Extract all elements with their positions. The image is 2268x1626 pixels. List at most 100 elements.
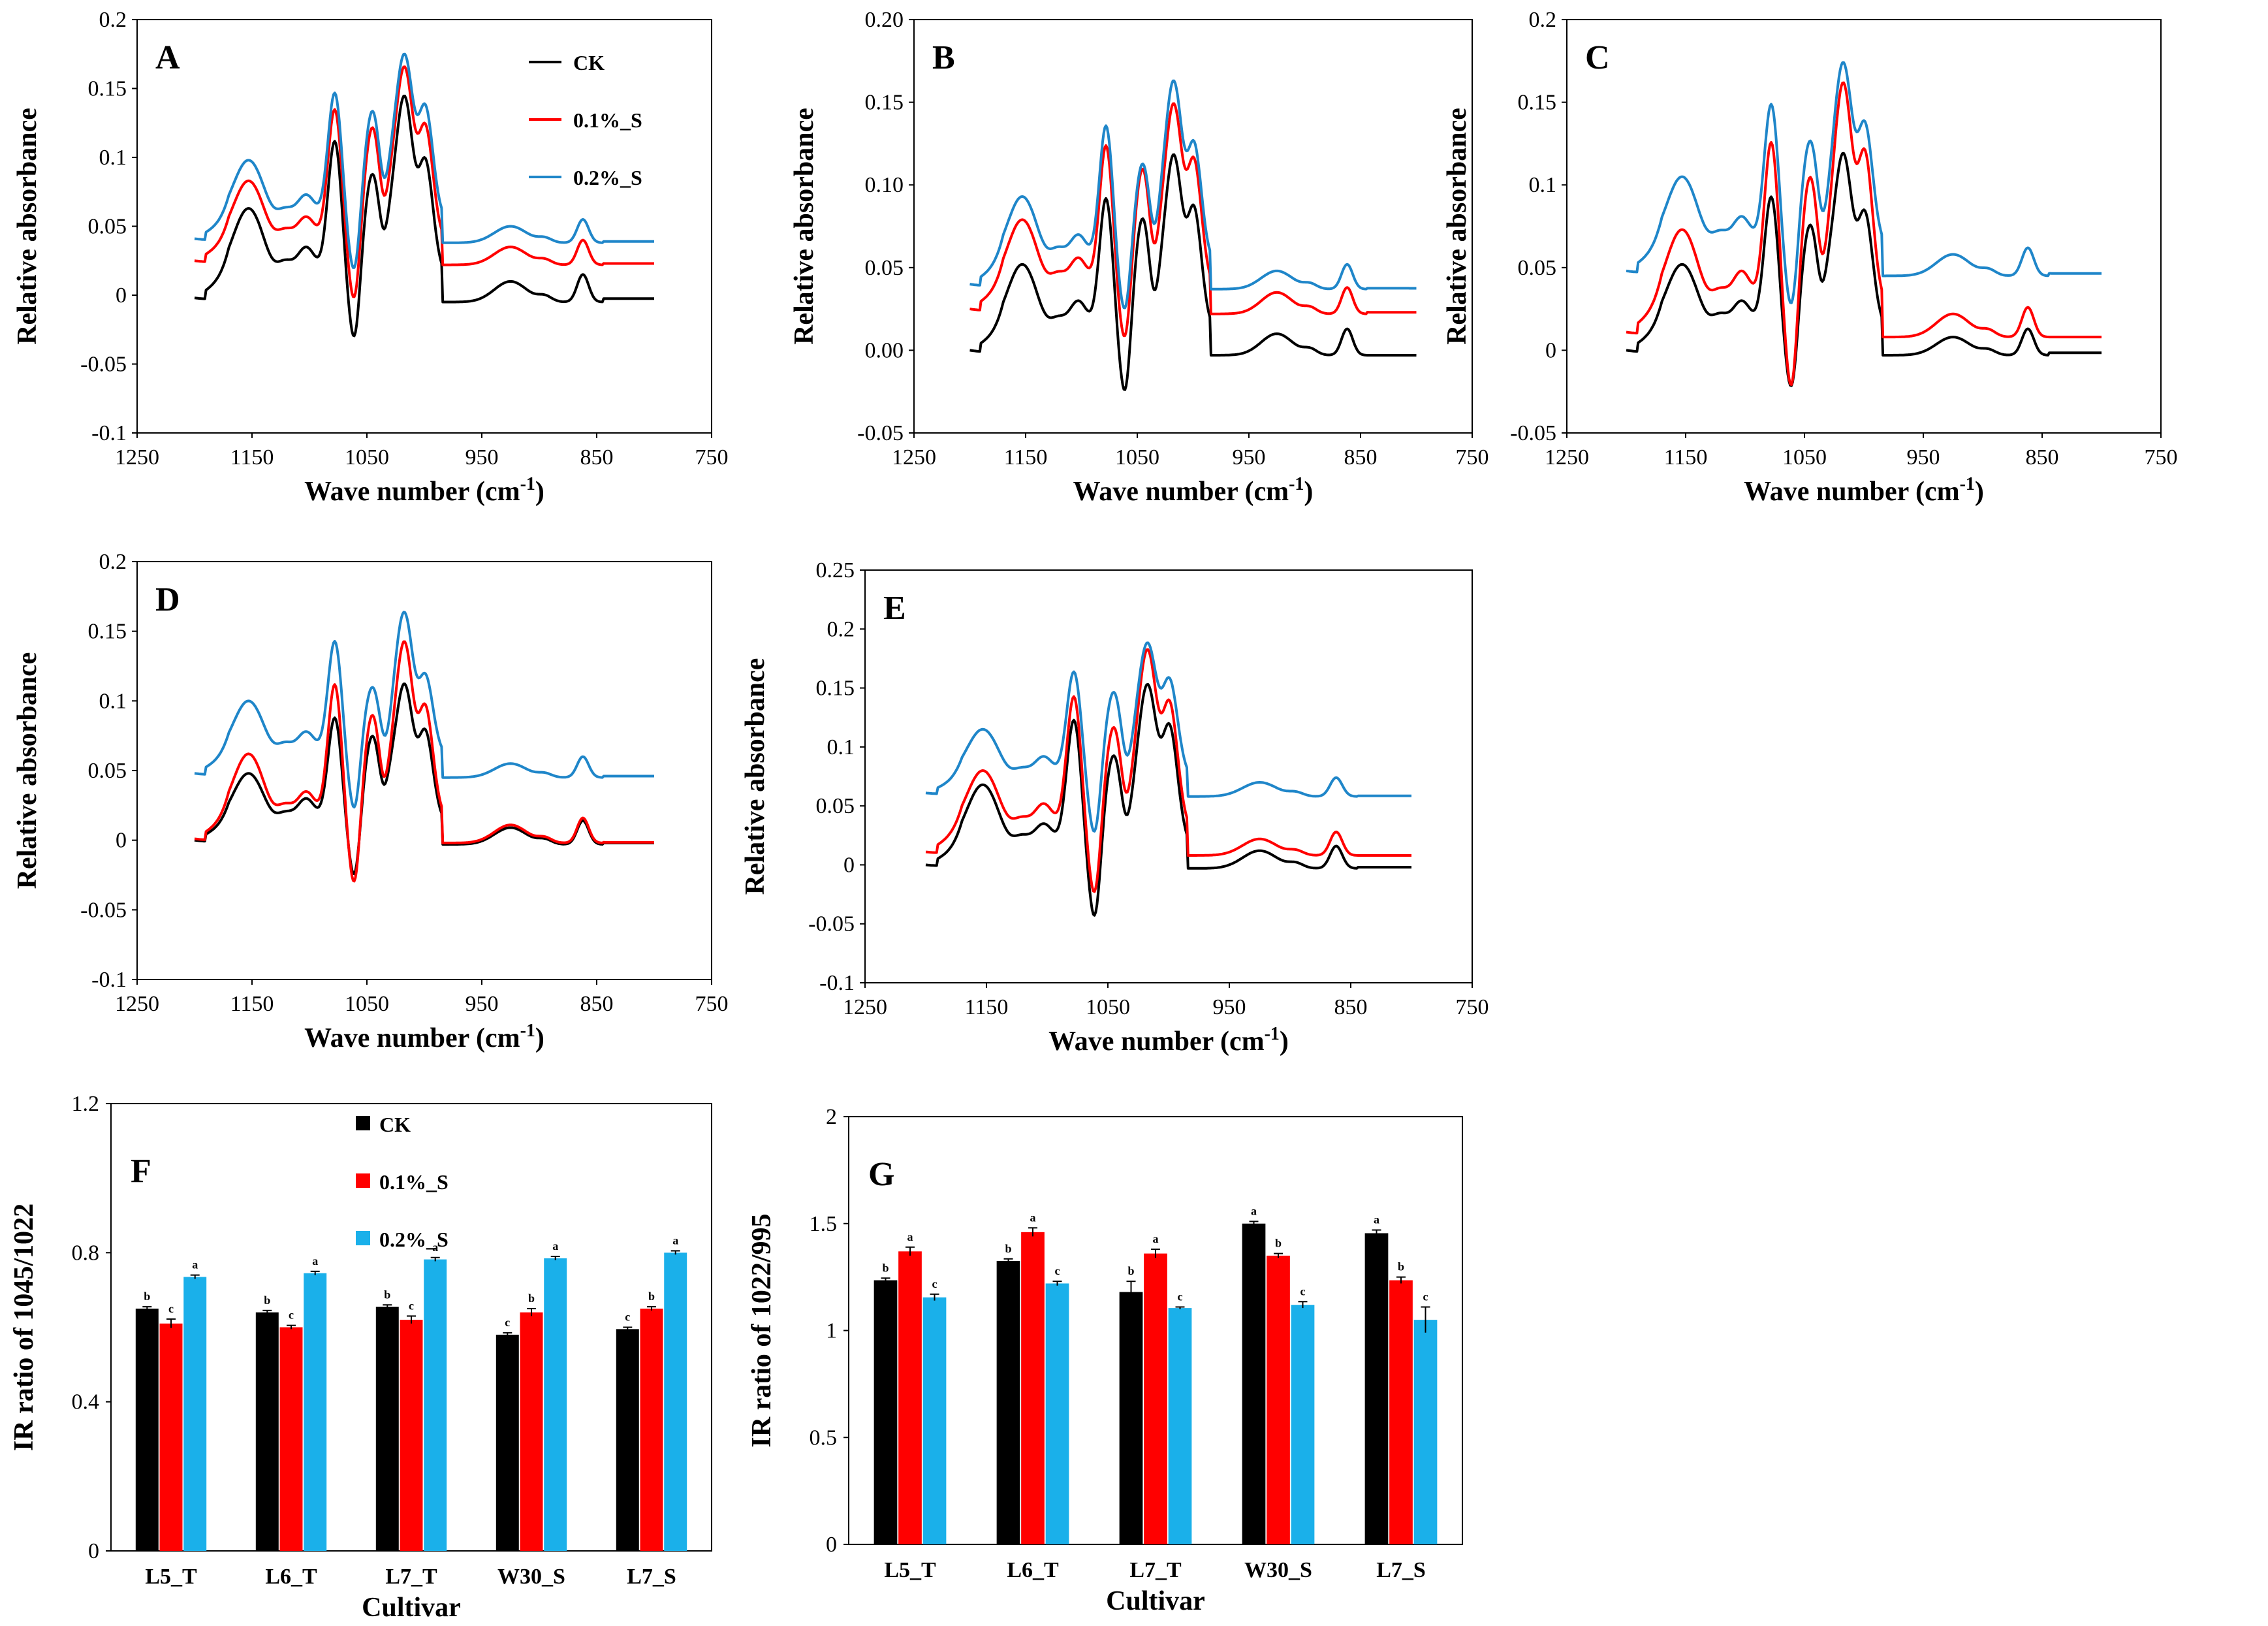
category-label: L7_S bbox=[627, 1565, 676, 1589]
x-axis-label: Cultivar bbox=[1106, 1586, 1205, 1616]
plot-frame bbox=[1566, 19, 2162, 434]
y-tick-label: -0.05 bbox=[1510, 421, 1556, 445]
category-label: W30_S bbox=[1244, 1558, 1312, 1582]
significance-letter: a bbox=[192, 1258, 198, 1271]
significance-letter: b bbox=[648, 1290, 655, 1303]
x-tick-label: 850 bbox=[2026, 445, 2059, 470]
series-line-0.2%_S bbox=[1626, 61, 2102, 304]
x-tick-label: 1250 bbox=[843, 995, 887, 1019]
x-tick-label: 850 bbox=[580, 445, 614, 470]
x-tick-label: 750 bbox=[2145, 445, 2178, 470]
plot-frame bbox=[913, 19, 1473, 434]
x-axis-label: Wave number (cm-1) bbox=[304, 474, 544, 507]
y-tick-label: -0.1 bbox=[819, 971, 855, 995]
y-tick-label: 0 bbox=[826, 1533, 837, 1557]
bar-0.1%_S-L7_T bbox=[1144, 1253, 1167, 1544]
y-tick-label: 0.15 bbox=[816, 677, 855, 701]
significance-letter: a bbox=[552, 1239, 558, 1252]
y-axis-label: IR ratio of 1022/995 bbox=[747, 1213, 777, 1447]
significance-letter: b bbox=[528, 1292, 535, 1305]
bar-0.1%_S-W30_S bbox=[1267, 1255, 1290, 1544]
bar-0.1%_S-L7_S bbox=[640, 1308, 663, 1551]
bar-0.1%_S-L7_S bbox=[1389, 1280, 1413, 1544]
y-tick-label: 0.05 bbox=[816, 794, 855, 818]
legend-label: CK bbox=[573, 51, 605, 74]
series-line-0.1%_S bbox=[194, 640, 655, 883]
bar-CK-W30_S bbox=[496, 1334, 519, 1551]
series-line-0.1%_S bbox=[1626, 81, 2102, 387]
bar-0.1%_S-L5_T bbox=[898, 1251, 922, 1544]
bar-0.2%_S-L7_S bbox=[1413, 1320, 1438, 1544]
significance-letter: b bbox=[1275, 1237, 1282, 1250]
y-tick-label: 0.15 bbox=[88, 620, 127, 644]
bar-CK-L7_T bbox=[1119, 1292, 1143, 1544]
x-tick-label: 1050 bbox=[345, 992, 389, 1016]
panel-B: -0.05 0.00 0.05 0.10 0.15 0.20 1250 1150 1050 950… bbox=[789, 8, 1489, 507]
panel-letter: B bbox=[932, 39, 955, 76]
y-tick-label: 0.05 bbox=[865, 256, 904, 280]
bar-CK-W30_S bbox=[1242, 1223, 1266, 1544]
bar-CK-L7_S bbox=[616, 1329, 639, 1551]
significance-letter: b bbox=[264, 1294, 270, 1307]
x-tick-label: 1150 bbox=[1004, 445, 1048, 470]
significance-letter: b bbox=[144, 1290, 150, 1303]
x-axis-label: Cultivar bbox=[362, 1593, 461, 1623]
bar-CK-L7_S bbox=[1364, 1233, 1389, 1544]
y-tick-label: 0.05 bbox=[88, 215, 127, 239]
y-tick-label: -0.1 bbox=[91, 421, 127, 445]
panel-letter: E bbox=[883, 590, 906, 627]
x-tick-label: 1150 bbox=[230, 992, 274, 1016]
legend-label: 0.2%_S bbox=[573, 166, 642, 189]
y-tick-label: 0.00 bbox=[865, 338, 904, 362]
significance-letter: a bbox=[1153, 1232, 1159, 1245]
panel-letter: G bbox=[868, 1156, 894, 1193]
bar-0.1%_S-L6_T bbox=[1021, 1232, 1045, 1544]
category-label: L6_T bbox=[265, 1565, 317, 1589]
significance-letter: a bbox=[1030, 1211, 1036, 1224]
x-tick-label: 1050 bbox=[345, 445, 389, 470]
category-label: L7_T bbox=[385, 1565, 437, 1589]
y-tick-label: 0.20 bbox=[865, 8, 904, 32]
bar-0.2%_S-L5_T bbox=[922, 1297, 947, 1544]
significance-letter: a bbox=[312, 1254, 318, 1267]
significance-letter: c bbox=[1300, 1284, 1306, 1298]
x-tick-label: 750 bbox=[695, 992, 729, 1016]
bar-0.1%_S-L7_T bbox=[400, 1320, 423, 1551]
significance-letter: c bbox=[932, 1277, 937, 1290]
y-tick-label: 0 bbox=[116, 829, 127, 853]
category-label: W30_S bbox=[497, 1565, 565, 1589]
panel-letter: A bbox=[155, 39, 180, 76]
x-tick-label: 1050 bbox=[1086, 995, 1130, 1019]
x-tick-label: 950 bbox=[1213, 995, 1246, 1019]
legend-label: 0.1%_S bbox=[573, 108, 642, 132]
bar-0.2%_S-L6_T bbox=[304, 1273, 327, 1551]
y-tick-label: 0.2 bbox=[827, 617, 855, 641]
bar-0.2%_S-L5_T bbox=[183, 1277, 207, 1551]
significance-letter: a bbox=[672, 1234, 678, 1247]
y-tick-label: 0.05 bbox=[88, 759, 127, 783]
y-tick-label: 0.05 bbox=[1518, 256, 1557, 280]
plot-frame bbox=[864, 569, 1473, 983]
x-tick-label: 1250 bbox=[115, 445, 159, 470]
significance-letter: b bbox=[384, 1288, 390, 1301]
panel-C: -0.05 0 0.05 0.1 0.15 0.2 1250 1150 1050 950 850 75… bbox=[1442, 8, 2178, 507]
x-tick-label: 1150 bbox=[230, 445, 274, 470]
series-line-CK bbox=[925, 682, 1412, 917]
panel-letter: D bbox=[155, 581, 180, 618]
y-tick-label: 0.25 bbox=[816, 558, 855, 582]
legend-swatch-0.1%_S bbox=[356, 1173, 370, 1188]
significance-letter: c bbox=[1423, 1290, 1428, 1303]
bar-CK-L5_T bbox=[135, 1308, 159, 1551]
y-tick-label: 0.1 bbox=[827, 735, 855, 759]
y-tick-label: 0 bbox=[1545, 338, 1556, 362]
significance-letter: a bbox=[1374, 1213, 1379, 1226]
significance-letter: c bbox=[168, 1302, 174, 1315]
y-tick-label: 0.2 bbox=[1529, 8, 1557, 32]
category-label: L5_T bbox=[145, 1565, 197, 1589]
significance-letter: b bbox=[1005, 1242, 1011, 1255]
series-line-0.1%_S bbox=[969, 102, 1417, 338]
panel-F: 0 0.4 0.8 1.2 L5_T b c a L6_T b c a L7_T b c a W30_S c b a L… bbox=[9, 1092, 712, 1623]
y-tick-label: -0.05 bbox=[80, 898, 127, 922]
x-tick-label: 1050 bbox=[1115, 445, 1159, 470]
